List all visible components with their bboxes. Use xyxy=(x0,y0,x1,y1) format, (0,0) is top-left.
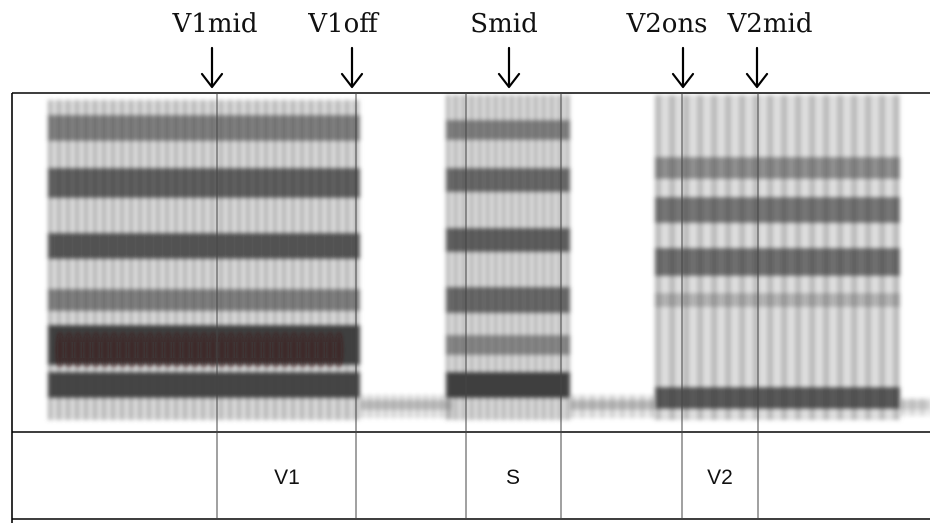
marker-label-v2mid: V2mid xyxy=(727,9,813,39)
spectrogram-v1-burst xyxy=(56,332,343,368)
spectrogram-s xyxy=(446,95,570,420)
arrow-down-icon-v1off xyxy=(340,46,364,89)
spectrogram-v2 xyxy=(655,95,900,420)
arrow-down-icon-smid xyxy=(497,46,521,89)
arrow-down-icon-v2mid xyxy=(745,46,769,89)
marker-label-v2ons: V2ons xyxy=(625,9,707,39)
panel-frame xyxy=(11,92,930,523)
marker-label-v1mid: V1mid xyxy=(172,9,258,39)
spectrogram-image xyxy=(48,95,930,420)
spectrogram-gap-2 xyxy=(570,395,655,418)
spectrogram-gap-1 xyxy=(360,395,452,418)
segment-boundaries xyxy=(216,93,759,519)
marker-label-v1off: V1off xyxy=(307,9,380,39)
marker-label-smid: Smid xyxy=(470,9,537,39)
marker-arrows xyxy=(200,46,769,89)
spectrogram-tail xyxy=(900,398,930,416)
segment-label-v1: V1 xyxy=(274,466,300,489)
arrow-down-icon-v2ons xyxy=(671,46,695,89)
segment-label-v2: V2 xyxy=(707,466,733,489)
spectrogram-v1 xyxy=(48,100,360,420)
arrow-down-icon-v1mid xyxy=(200,46,224,89)
marker-labels: V1mid V1off Smid V2ons V2mid xyxy=(172,9,813,39)
segment-label-s: S xyxy=(506,466,520,489)
segment-tier: V1 S V2 xyxy=(274,466,733,489)
